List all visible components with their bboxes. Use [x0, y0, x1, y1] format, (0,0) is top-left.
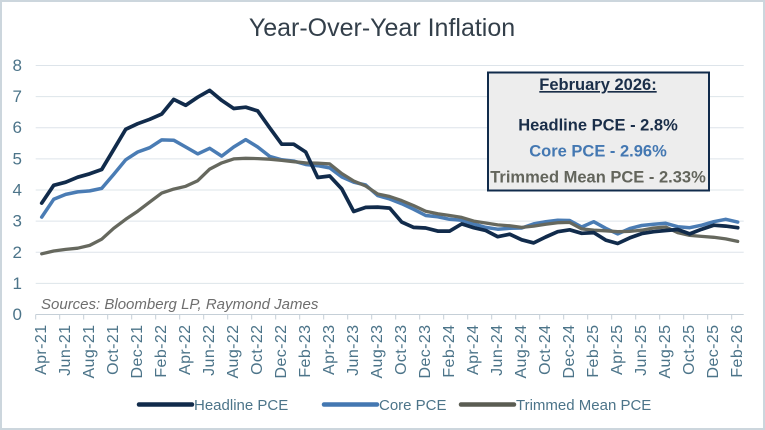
- svg-text:5: 5: [13, 149, 22, 168]
- svg-text:Core PCE: Core PCE: [379, 397, 447, 414]
- svg-text:Aug-25: Aug-25: [657, 325, 674, 379]
- svg-text:4: 4: [13, 181, 22, 200]
- svg-text:February 2026:: February 2026:: [539, 76, 656, 94]
- svg-text:Jun-22: Jun-22: [201, 325, 218, 376]
- svg-text:6: 6: [13, 118, 22, 137]
- svg-text:Feb-26: Feb-26: [729, 325, 746, 378]
- svg-text:1: 1: [13, 274, 22, 293]
- svg-text:Jun-25: Jun-25: [633, 325, 650, 376]
- svg-text:Feb-22: Feb-22: [153, 325, 170, 378]
- svg-text:3: 3: [13, 212, 22, 231]
- svg-text:Dec-23: Dec-23: [417, 325, 434, 379]
- svg-text:7: 7: [13, 87, 22, 106]
- svg-text:Aug-24: Aug-24: [513, 325, 530, 379]
- svg-text:Feb-24: Feb-24: [441, 325, 458, 378]
- svg-text:Headline PCE: Headline PCE: [194, 397, 288, 414]
- svg-text:Headline PCE - 2.8%: Headline PCE - 2.8%: [518, 117, 678, 135]
- svg-text:Sources: Bloomberg LP, Raymond: Sources: Bloomberg LP, Raymond James: [41, 296, 319, 313]
- svg-text:2: 2: [13, 243, 22, 262]
- svg-text:Dec-25: Dec-25: [705, 325, 722, 379]
- svg-text:Feb-25: Feb-25: [585, 325, 602, 378]
- svg-text:Aug-21: Aug-21: [81, 325, 98, 379]
- svg-text:Trimmed Mean PCE: Trimmed Mean PCE: [516, 397, 651, 414]
- svg-text:Jun-23: Jun-23: [345, 325, 362, 376]
- svg-text:Trimmed Mean PCE - 2.33%: Trimmed Mean PCE - 2.33%: [490, 169, 706, 187]
- svg-text:0: 0: [13, 305, 22, 324]
- svg-text:Oct-24: Oct-24: [537, 325, 554, 375]
- svg-text:Apr-24: Apr-24: [465, 325, 482, 375]
- svg-text:Oct-25: Oct-25: [681, 325, 698, 375]
- svg-text:Oct-22: Oct-22: [249, 325, 266, 375]
- svg-text:Jun-21: Jun-21: [57, 325, 74, 376]
- svg-text:Dec-22: Dec-22: [273, 325, 290, 379]
- svg-text:8: 8: [13, 56, 22, 75]
- svg-text:Core PCE - 2.96%: Core PCE - 2.96%: [529, 143, 667, 161]
- svg-text:Apr-21: Apr-21: [33, 325, 50, 375]
- svg-text:Feb-23: Feb-23: [297, 325, 314, 378]
- svg-text:Aug-23: Aug-23: [369, 325, 386, 379]
- svg-text:Dec-21: Dec-21: [129, 325, 146, 379]
- svg-text:Oct-21: Oct-21: [105, 325, 122, 375]
- svg-text:Aug-22: Aug-22: [225, 325, 242, 379]
- svg-text:Apr-23: Apr-23: [321, 325, 338, 375]
- svg-text:Oct-23: Oct-23: [393, 325, 410, 375]
- svg-text:Jun-24: Jun-24: [489, 325, 506, 376]
- svg-text:Apr-25: Apr-25: [609, 325, 626, 375]
- svg-text:Year-Over-Year Inflation: Year-Over-Year Inflation: [249, 14, 515, 42]
- svg-text:Apr-22: Apr-22: [177, 325, 194, 375]
- svg-text:Dec-24: Dec-24: [561, 325, 578, 379]
